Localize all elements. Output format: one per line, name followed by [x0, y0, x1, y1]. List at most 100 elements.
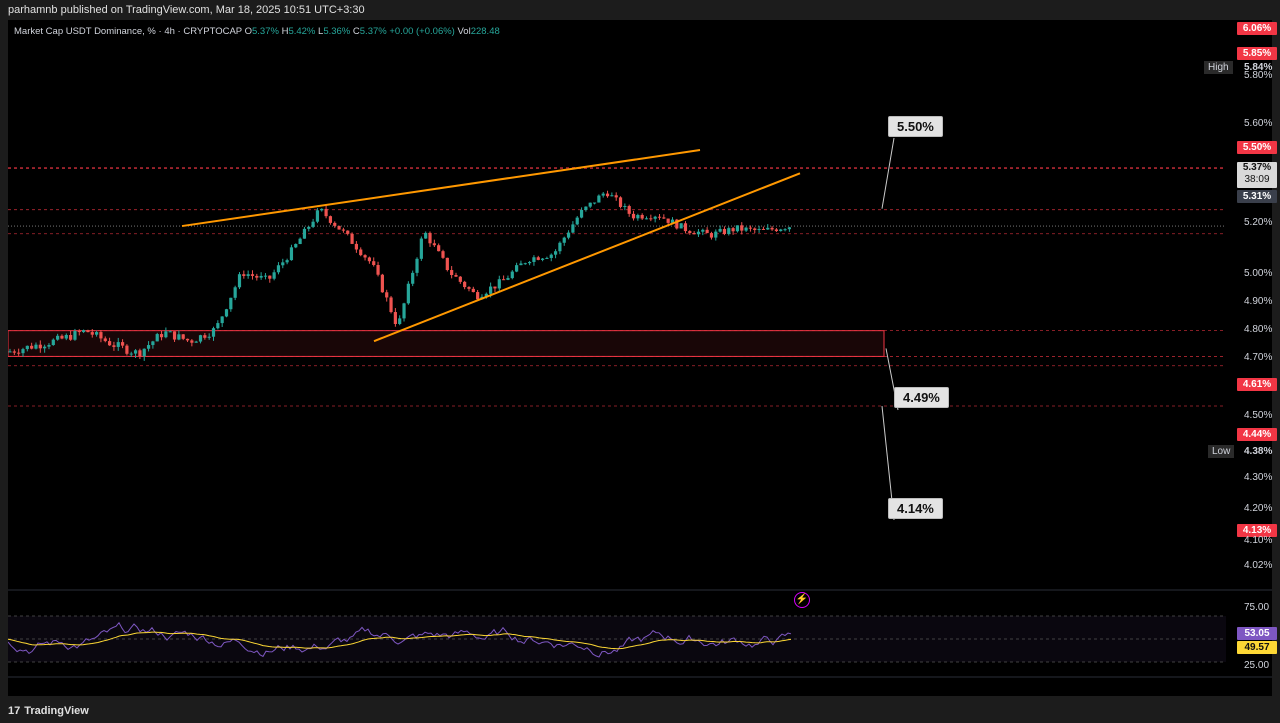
lightning-icon[interactable]: ⚡	[794, 592, 810, 608]
callout-449[interactable]: 4.49%	[894, 387, 949, 408]
candle-body	[428, 232, 432, 244]
legend-interval: 4h	[164, 26, 175, 37]
candle-body	[21, 349, 25, 354]
candle-body	[644, 218, 649, 220]
candle-body	[402, 303, 406, 319]
candle-body	[709, 233, 714, 238]
candle-body	[441, 251, 445, 258]
candle-body	[47, 345, 51, 347]
candle-body	[125, 345, 129, 354]
price-tick-402: 4.02%	[1244, 560, 1273, 571]
candle-body	[103, 338, 107, 342]
candle-body	[159, 334, 164, 338]
price-tick-410: 4.10%	[1244, 535, 1273, 546]
candle-body	[263, 275, 268, 277]
candle-body	[592, 202, 597, 204]
candle-body	[307, 226, 311, 229]
candle-body	[73, 331, 77, 340]
candle-body	[354, 243, 358, 250]
candle-body	[502, 279, 506, 281]
candle-body	[12, 351, 16, 353]
candle-body	[614, 195, 618, 198]
candle-body	[328, 216, 333, 223]
candle-body	[311, 221, 315, 227]
candle-body	[112, 345, 116, 347]
chart-frame[interactable]: Market Cap USDT Dominance, % · 4h · CRYP…	[8, 20, 1277, 711]
support-trendline	[373, 172, 801, 343]
candle-body	[783, 229, 787, 231]
candle-body	[432, 243, 436, 246]
rsi-ma-line	[8, 631, 792, 650]
candle-body	[294, 244, 298, 248]
candle-body	[766, 227, 770, 230]
publish-info: parhamnb published on TradingView.com, M…	[8, 4, 365, 16]
candle-body	[696, 231, 701, 235]
candle-body	[359, 249, 363, 256]
candle-body	[411, 272, 415, 284]
candle-body	[727, 228, 731, 234]
callout-414[interactable]: 4.14%	[888, 498, 943, 519]
candle-body	[164, 331, 168, 338]
candle-body	[250, 274, 255, 276]
candle-body	[333, 222, 337, 226]
legend-l-label: L	[318, 26, 324, 37]
candle-body	[748, 227, 753, 229]
candle-body	[398, 318, 402, 324]
candle-body	[90, 332, 94, 335]
current-price-badge: 5.37% 38:09	[1237, 162, 1277, 188]
candle-body	[99, 332, 103, 339]
tradingview-logo[interactable]: 17 TradingView	[8, 705, 89, 717]
candle-body	[601, 193, 605, 196]
candle-body	[722, 228, 727, 234]
candle-body	[207, 336, 211, 338]
candle-body	[489, 286, 493, 294]
candle-body	[666, 218, 670, 223]
candle-body	[445, 257, 449, 271]
candle-body	[683, 223, 688, 232]
candle-body	[198, 335, 203, 342]
price-tick-580: 5.80%	[1244, 70, 1273, 81]
chart-canvas[interactable]	[8, 20, 1272, 696]
candle-body	[536, 257, 540, 260]
candle-body	[688, 231, 692, 233]
legend-volume: 228.48	[470, 26, 500, 37]
candle-body	[172, 331, 177, 340]
candle-body	[562, 237, 566, 243]
candle-body	[692, 232, 696, 235]
price-badge-550: 5.50%	[1237, 141, 1277, 154]
candle-body	[675, 219, 679, 229]
candle-body	[372, 261, 376, 266]
price-tick-560: 5.60%	[1244, 118, 1273, 129]
candle-body	[203, 335, 207, 338]
candle-body	[761, 228, 766, 230]
candle-body	[471, 288, 475, 293]
candle-body	[224, 309, 229, 317]
candle-body	[588, 202, 592, 207]
legend-change: +0.00 (+0.06%)	[389, 26, 455, 37]
high-label: High	[1204, 61, 1233, 74]
candle-body	[610, 195, 614, 197]
candle-body	[77, 331, 81, 333]
candle-body	[298, 238, 302, 245]
candle-body	[415, 258, 419, 273]
rsi-tick-25: 25.00	[1244, 660, 1270, 671]
callout-550[interactable]: 5.50%	[888, 116, 943, 137]
legend-vol-label: Vol	[457, 26, 471, 37]
candle-body	[476, 292, 480, 300]
candle-body	[302, 228, 307, 239]
candle-body	[545, 257, 549, 259]
candle-body	[740, 225, 744, 231]
candle-body	[220, 316, 224, 324]
candle-body	[346, 230, 350, 234]
candle-body	[138, 350, 142, 357]
price-badge-531: 5.31%	[1237, 190, 1277, 203]
candle-body	[631, 213, 636, 219]
rsi-line	[8, 621, 792, 658]
candle-body	[242, 274, 246, 276]
candle-body	[129, 353, 133, 355]
high-value: 5.84%	[1244, 62, 1273, 73]
price-badge-444: 4.44%	[1237, 428, 1277, 441]
candle-body	[367, 257, 371, 262]
price-tick-450: 4.50%	[1244, 410, 1273, 421]
candle-body	[437, 245, 441, 252]
